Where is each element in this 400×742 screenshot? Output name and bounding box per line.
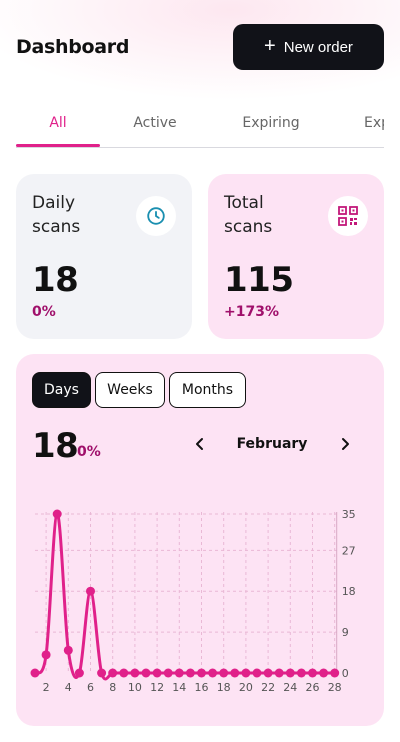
data-point <box>252 668 262 678</box>
data-point <box>97 668 107 678</box>
clock-icon <box>136 196 176 236</box>
scans-chart-card: Days Weeks Months 18 0% February 0 9 18 27 3… <box>16 354 384 726</box>
x-tick-label: 8 <box>109 681 116 694</box>
x-tick-label: 10 <box>128 681 142 694</box>
total-scans-label: Total scans <box>224 193 273 237</box>
previous-month-button[interactable] <box>188 432 212 456</box>
data-point <box>308 668 317 678</box>
daily-scans-change: 0% <box>32 304 56 320</box>
data-point <box>86 586 95 596</box>
y-tick-label: 0 <box>342 667 349 680</box>
data-point <box>241 668 251 678</box>
y-tick-label: 9 <box>342 626 349 639</box>
qr-code-icon <box>328 196 368 236</box>
daily-scans-value: 18 <box>32 260 79 300</box>
data-point <box>185 668 195 678</box>
total-scans-value: 115 <box>224 260 294 300</box>
total-scans-change: +173% <box>224 304 279 320</box>
data-point <box>219 668 229 678</box>
x-tick-label: 6 <box>87 681 94 694</box>
x-tick-label: 14 <box>172 681 186 694</box>
x-tick-label: 28 <box>328 681 342 694</box>
data-point <box>119 668 129 678</box>
data-point <box>208 668 218 678</box>
data-point <box>263 668 273 678</box>
daily-scans-card[interactable]: Daily scans 18 0% <box>16 174 192 339</box>
chart-change: 0% <box>77 444 101 460</box>
data-point <box>330 668 340 678</box>
daily-scans-label: Daily scans <box>32 193 81 237</box>
y-tick-label: 18 <box>342 585 356 598</box>
new-order-label: New order <box>283 38 353 56</box>
data-point <box>285 668 295 678</box>
data-point <box>41 650 51 660</box>
segment-weeks[interactable]: Weeks <box>95 372 165 408</box>
x-tick-label: 2 <box>43 681 50 694</box>
data-point <box>30 668 40 678</box>
data-point <box>108 668 118 678</box>
chevron-right-icon <box>342 438 349 450</box>
data-point <box>52 509 62 519</box>
tab-expired[interactable]: Expired <box>364 115 384 131</box>
data-point <box>152 668 162 678</box>
tab-all[interactable]: All <box>16 100 100 147</box>
x-tick-label: 4 <box>65 681 72 694</box>
y-tick-label: 35 <box>342 508 356 521</box>
header: Dashboard + New order <box>16 24 384 70</box>
data-point <box>174 668 184 678</box>
total-scans-card[interactable]: Total scans 115 +173% <box>208 174 384 339</box>
x-tick-label: 16 <box>195 681 209 694</box>
x-tick-label: 12 <box>150 681 164 694</box>
data-point <box>163 668 173 678</box>
data-point <box>197 668 206 678</box>
y-tick-label: 27 <box>342 544 356 557</box>
data-point <box>319 668 329 678</box>
next-month-button[interactable] <box>333 432 357 456</box>
data-point <box>274 668 284 678</box>
data-point <box>130 668 140 678</box>
data-point <box>74 668 84 678</box>
segment-months[interactable]: Months <box>169 372 246 408</box>
x-tick-label: 18 <box>217 681 231 694</box>
x-tick-label: 20 <box>239 681 253 694</box>
tab-active[interactable]: Active <box>133 115 177 131</box>
x-tick-label: 22 <box>261 681 275 694</box>
series-line <box>33 512 335 681</box>
data-point <box>296 668 306 678</box>
chevron-left-icon <box>196 438 203 450</box>
chart-total-value: 18 <box>32 426 79 466</box>
tab-expiring[interactable]: Expiring <box>242 115 300 131</box>
data-point <box>230 668 240 678</box>
data-point <box>63 645 73 655</box>
data-point <box>141 668 151 678</box>
x-tick-label: 26 <box>306 681 320 694</box>
plus-icon: + <box>264 35 276 57</box>
new-order-button[interactable]: + New order <box>233 24 384 70</box>
page-title: Dashboard <box>16 36 130 58</box>
segment-days[interactable]: Days <box>32 372 91 408</box>
x-tick-label: 24 <box>283 681 297 694</box>
month-label: February <box>236 436 308 452</box>
tab-bar: All Active Expiring Expired <box>16 100 384 148</box>
